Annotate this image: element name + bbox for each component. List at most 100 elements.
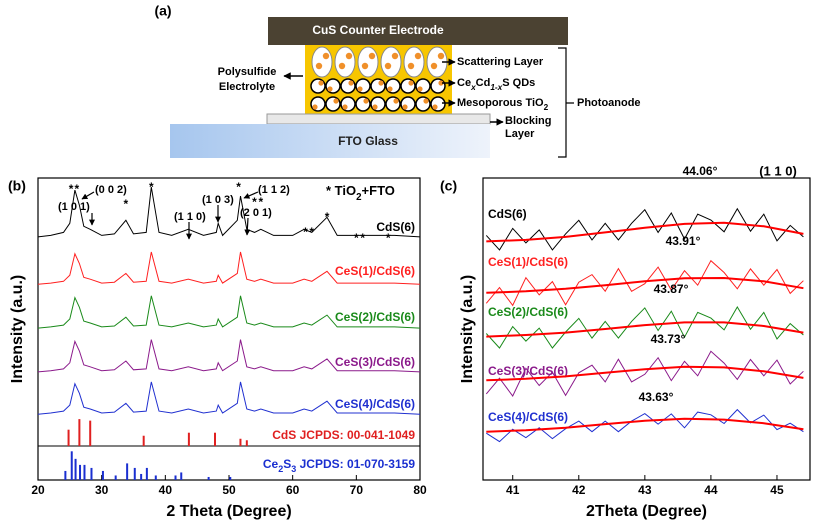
- blocking-label: Layer: [505, 128, 535, 140]
- reference-stick: [213, 432, 216, 446]
- x-tick-label: 45: [770, 483, 784, 497]
- quantum-dot: [342, 104, 348, 110]
- fto-glass: [170, 124, 490, 158]
- peak-label: 44.06°: [683, 164, 718, 178]
- series-label: CeS(1)/CdS(6): [488, 255, 568, 269]
- reference-stick: [67, 429, 70, 446]
- fit-line: [486, 276, 804, 294]
- tio2-particle: [355, 96, 371, 112]
- counter-electrode: [268, 17, 568, 45]
- quantum-dot: [372, 104, 378, 110]
- quantum-dot: [408, 80, 414, 86]
- quantum-dot: [402, 104, 408, 110]
- reference-stick: [229, 476, 232, 480]
- reference-stick: [83, 464, 86, 480]
- x-tick-label: 40: [159, 483, 173, 497]
- reference-stick: [133, 467, 136, 480]
- y-axis-label: Intensity (a.u.): [9, 275, 26, 383]
- panel-label: (b): [8, 178, 26, 194]
- tio2-particle: [340, 78, 356, 94]
- hkl-label: (1 1 0): [174, 211, 206, 223]
- reference-label: Ce2S3 JCPDS: 01-070-3159: [263, 457, 415, 474]
- series-label: CdS(6): [376, 220, 415, 234]
- mesoporous-label-part: 2: [544, 103, 549, 112]
- asterisk: *: [360, 231, 365, 245]
- quantum-dot: [378, 80, 384, 86]
- tio2-particle: [400, 78, 416, 94]
- mesoporous-label-part: Mesoporous TiO: [457, 97, 544, 109]
- tio2-particle: [325, 78, 341, 94]
- tio2-particle: [430, 78, 446, 94]
- scattering-particle: [403, 46, 425, 78]
- peak-label: 43.73°: [651, 332, 686, 346]
- reference-stick: [154, 475, 157, 480]
- tio2-particle: [355, 78, 371, 94]
- quantum-dot: [338, 62, 346, 70]
- blocking-label: Blocking: [505, 115, 551, 127]
- reference-stick: [101, 470, 104, 480]
- peak-label: 43.87°: [654, 282, 689, 296]
- reference-label-part: 3: [291, 464, 296, 474]
- reference-label-part: 2: [278, 464, 283, 474]
- scattering-label: Scattering Layer: [457, 56, 544, 68]
- quantum-dot: [417, 86, 423, 92]
- series-label: CeS(2)/CdS(6): [335, 310, 415, 324]
- quantum-dot: [414, 52, 422, 60]
- hkl-label: (2 0 1): [240, 207, 272, 219]
- panel-label: (a): [154, 3, 171, 19]
- electrolyte-label: Polysulfide: [218, 66, 277, 78]
- reference-stick: [64, 470, 67, 480]
- series-label: CeS(1)/CdS(6): [335, 264, 415, 278]
- asterisk: *: [69, 182, 74, 196]
- series-line: [37, 295, 421, 329]
- quantum-dot: [312, 104, 318, 110]
- series-label: CeS(4)/CdS(6): [488, 410, 568, 424]
- fit-line: [486, 221, 804, 243]
- reference-stick: [126, 463, 129, 480]
- series-line: [37, 187, 421, 238]
- scattering-particle: [311, 46, 333, 78]
- peak-label: 43.63°: [639, 390, 674, 404]
- tio2-particle: [385, 96, 401, 112]
- tio2-particle: [385, 78, 401, 94]
- quantum-dot: [357, 86, 363, 92]
- hkl-label: (1 0 3): [202, 194, 234, 206]
- hkl-label: (0 0 2): [95, 184, 127, 196]
- series-label: CeS(3)/CdS(6): [335, 355, 415, 369]
- qds-label-part: Cd: [476, 77, 491, 89]
- x-tick-label: 60: [286, 483, 300, 497]
- legend-note-part: 2: [356, 192, 362, 203]
- quantum-dot: [387, 86, 393, 92]
- quantum-dot: [430, 62, 438, 70]
- reference-stick: [90, 467, 93, 480]
- x-tick-label: 30: [95, 483, 109, 497]
- asterisk: *: [149, 180, 154, 194]
- series-label: CdS(6): [488, 207, 527, 221]
- photoanode-label: Photoanode: [577, 97, 641, 109]
- reference-stick: [79, 464, 82, 480]
- x-tick-label: 80: [413, 483, 427, 497]
- quantum-dot: [393, 98, 399, 104]
- quantum-dot: [407, 62, 415, 70]
- plot-frame: [482, 177, 811, 481]
- legend-note: * TiO2+FTO: [326, 183, 395, 203]
- tio2-particle: [415, 78, 431, 94]
- quantum-dot: [438, 80, 444, 86]
- asterisk: *: [354, 231, 359, 245]
- hkl-label: (1 1 0): [759, 163, 797, 178]
- x-tick-label: 70: [350, 483, 364, 497]
- asterisk: *: [124, 197, 129, 211]
- qds-label-part: S QDs: [502, 77, 535, 89]
- pointer: [243, 191, 259, 199]
- pointer: [244, 217, 251, 236]
- bracket: [558, 47, 574, 158]
- reference-stick: [180, 472, 183, 480]
- quantum-dot: [391, 52, 399, 60]
- quantum-dot: [363, 98, 369, 104]
- scattering-particle: [357, 46, 379, 78]
- hkl-label: (1 1 2): [258, 184, 290, 196]
- series-label: CeS(3)/CdS(6): [488, 364, 568, 378]
- series-line: [37, 251, 421, 285]
- reference-label-part: Ce: [263, 457, 279, 471]
- reference-stick: [142, 435, 145, 446]
